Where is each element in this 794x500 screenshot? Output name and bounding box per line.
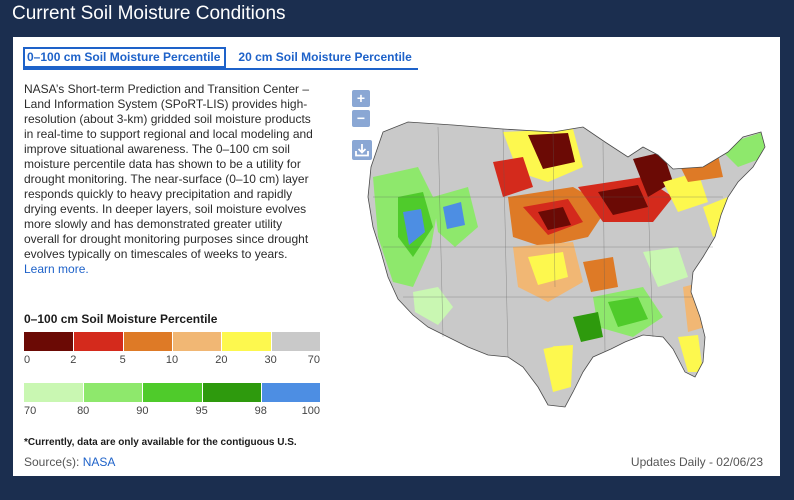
legend-wet-swatch — [142, 383, 202, 402]
soil-moisture-map[interactable] — [343, 87, 773, 422]
legend-dry-tick-label: 70 — [307, 354, 320, 366]
legend-dry-tick-label: 10 — [165, 354, 179, 366]
legend-dry-swatches — [24, 332, 320, 351]
zoom-out-button[interactable]: − — [352, 110, 370, 127]
legend-dry-ticks: 0 2 5 10 20 30 70 — [24, 354, 320, 368]
state-borders — [373, 126, 723, 358]
legend-dry-swatch — [270, 332, 320, 351]
description-text: NASA’s Short-term Prediction and Transit… — [24, 82, 319, 277]
legend-wet-tick-label: 80 — [77, 405, 90, 417]
legend-dry-swatch — [73, 332, 123, 351]
legend-dry-swatch — [122, 332, 172, 351]
legend-wet-tick-label: 98 — [254, 405, 267, 417]
tab-bar: 0–100 cm Soil Moisture Percentile 20 cm … — [23, 44, 418, 70]
legend-wet-swatch — [260, 383, 320, 402]
legend-dry-tick-label: 5 — [119, 354, 126, 366]
legend-dry-swatch — [171, 332, 222, 351]
legend-wet-ticks: 70 80 90 95 98 100 — [24, 405, 320, 419]
legend-title: 0–100 cm Soil Moisture Percentile — [24, 312, 218, 326]
legend-wet-swatch — [24, 383, 84, 402]
legend-wet-tick-label: 100 — [301, 405, 320, 417]
data-availability-note: *Currently, data are only available for … — [24, 437, 297, 448]
source-label: Source(s): — [24, 455, 80, 469]
legend-dry-swatch — [24, 332, 74, 351]
legend-wet-swatch — [83, 383, 143, 402]
description-body: NASA’s Short-term Prediction and Transit… — [24, 82, 313, 261]
tab-20cm[interactable]: 20 cm Soil Moisture Percentile — [238, 50, 412, 64]
page-title: Current Soil Moisture Conditions — [12, 3, 286, 24]
legend-dry-tick-label: 30 — [264, 354, 277, 366]
us-outline — [367, 121, 766, 408]
legend-wet-swatch — [201, 383, 261, 402]
legend-wet-tick-label: 70 — [24, 405, 37, 417]
download-button[interactable] — [352, 140, 372, 160]
us-map-svg — [367, 121, 766, 408]
tab-0-100cm[interactable]: 0–100 cm Soil Moisture Percentile — [23, 47, 227, 68]
legend-wet-tick-label: 95 — [195, 405, 208, 417]
source-link[interactable]: NASA — [82, 455, 116, 469]
legend-dry-tick-label: 2 — [70, 354, 77, 366]
source-line: Source(s): NASA — [24, 455, 115, 469]
zoom-in-button[interactable]: + — [352, 90, 370, 107]
legend-dry-swatch — [221, 332, 271, 351]
legend-wet-tick-label: 90 — [136, 405, 149, 417]
legend-dry-tick-label: 20 — [215, 354, 228, 366]
learn-more-link[interactable]: Learn more. — [24, 262, 89, 276]
map-fill — [368, 122, 765, 407]
download-icon — [355, 144, 369, 157]
content-card: 0–100 cm Soil Moisture Percentile 20 cm … — [13, 37, 780, 476]
legend-dry-tick-label: 0 — [24, 354, 31, 366]
legend-wet-swatches — [24, 383, 320, 402]
update-date: Updates Daily - 02/06/23 — [630, 455, 763, 469]
